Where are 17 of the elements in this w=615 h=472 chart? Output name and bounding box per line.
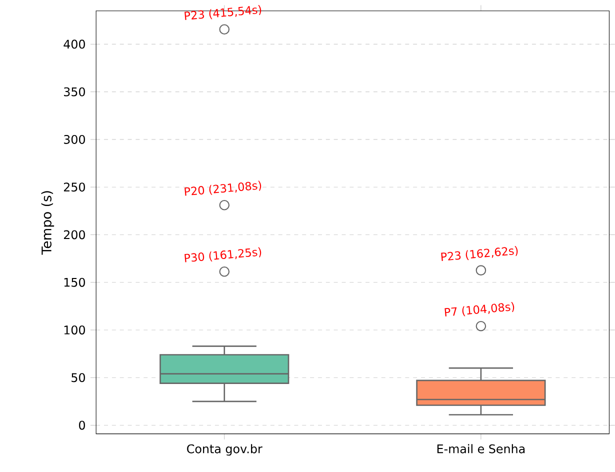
y-tick-label: 400: [64, 39, 85, 48]
y-tick-label: 300: [64, 134, 85, 144]
y-tick-label: 250: [64, 182, 85, 192]
y-tick-label: 0: [79, 420, 85, 430]
annotation: P20 (231,08s): [184, 180, 262, 196]
annotation: P23 (415,54s): [184, 4, 262, 20]
y-tick-label: 150: [64, 278, 85, 287]
y-tick-label: 200: [64, 230, 85, 239]
annotation: P23 (162,62s): [441, 246, 518, 261]
x-tick-label: Conta gov.br: [187, 444, 262, 456]
x-tick-label: E-mail e Senha: [437, 444, 525, 454]
annotation: P30 (161,25s): [184, 247, 262, 262]
y-tick-label: 100: [64, 325, 85, 334]
y-tick-label: 350: [64, 87, 85, 96]
y-tick-label: 50: [72, 372, 85, 382]
y-axis-title: Tempo (s): [41, 190, 54, 254]
annotation: P7 (104,08s): [444, 302, 514, 316]
